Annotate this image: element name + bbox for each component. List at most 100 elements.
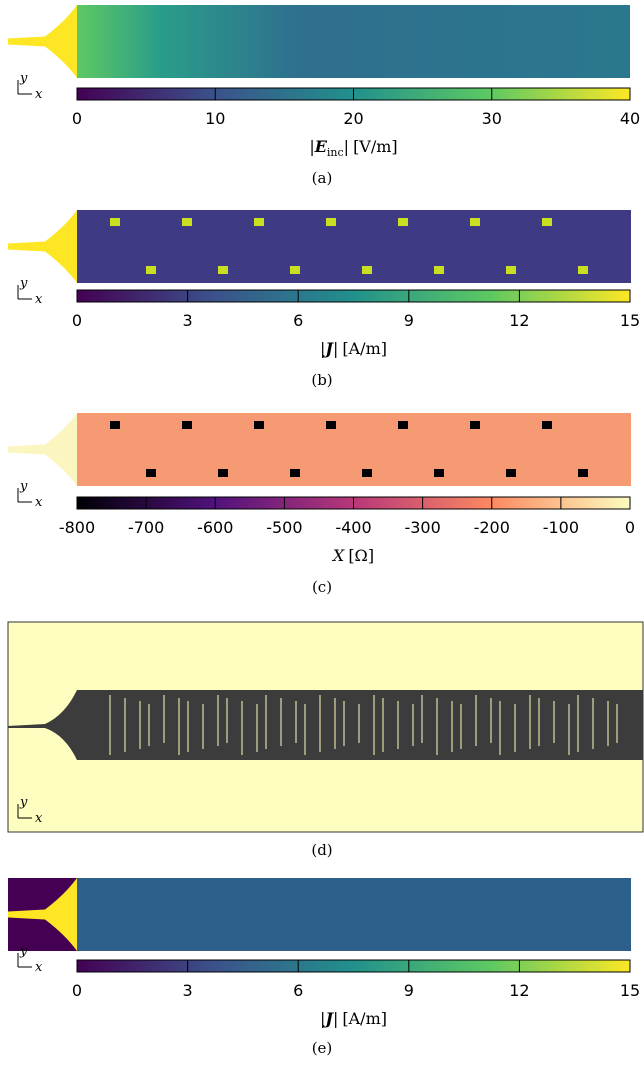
field-spot (326, 218, 336, 226)
label-symbol: J (322, 339, 334, 358)
field-spot (110, 421, 120, 429)
field-spot (470, 218, 480, 226)
label-unit: [V/m] (353, 137, 398, 156)
field-spot (182, 218, 192, 226)
field-spot (218, 469, 228, 477)
colorbar-tick-label: 3 (183, 311, 193, 330)
colorbar-tick-label: 20 (343, 109, 363, 128)
label-subscript: inc (327, 146, 344, 159)
field-spot (362, 266, 372, 274)
colorbar-tick-label: 6 (293, 981, 303, 1000)
field-spot (218, 266, 228, 274)
feed-taper (8, 210, 77, 283)
colorbar (76, 289, 631, 303)
field-spot (470, 421, 480, 429)
colorbar-tick-label: 10 (205, 109, 225, 128)
label-bar: | (320, 1009, 325, 1028)
axis-label: y (19, 944, 28, 959)
colorbar-tick-label: -200 (474, 518, 510, 537)
colorbar-tick-label: 12 (509, 981, 529, 1000)
axis-label: y (19, 71, 28, 86)
axis-label: x (35, 811, 43, 826)
field-spot (110, 218, 120, 226)
caption: (e) (312, 1039, 333, 1057)
label-bar: | (333, 339, 338, 358)
field-spot (254, 421, 264, 429)
colorbar-tick-label: -400 (335, 518, 371, 537)
axis-label: x (35, 292, 43, 307)
label-bar: | (333, 1009, 338, 1028)
field-spot (146, 266, 156, 274)
colorbar-tick-label: -700 (128, 518, 164, 537)
caption: (c) (312, 578, 332, 596)
colorbar-tick-label: 15 (620, 311, 640, 330)
field-spot (254, 218, 264, 226)
colorbar-tick-label: 0 (625, 518, 635, 537)
colorbar-tick-label: 3 (183, 981, 193, 1000)
colorbar-tick-label: -600 (197, 518, 233, 537)
axis-label: y (19, 795, 28, 810)
colorbar-tick-label: -800 (59, 518, 95, 537)
field-spot (578, 266, 588, 274)
colorbar-tick-label: 0 (72, 981, 82, 1000)
field-spot (290, 266, 300, 274)
axis-label: x (35, 87, 43, 102)
colorbar-label: |Einc| [V/m] (309, 137, 397, 159)
label-symbol: X (331, 546, 345, 565)
colorbar-tick-label: 9 (404, 981, 414, 1000)
axis-label: x (35, 960, 43, 975)
caption: (a) (312, 169, 333, 187)
label-bar: | (344, 137, 349, 156)
colorbar-label: X [Ω] (331, 546, 374, 565)
field-spot (326, 421, 336, 429)
colorbar-label: |J| [A/m] (320, 1009, 387, 1028)
field-spot (398, 421, 408, 429)
field-map (77, 210, 631, 283)
field-spot (578, 469, 588, 477)
feed-taper (8, 413, 77, 486)
field-spot (542, 421, 552, 429)
colorbar-tick-label: 6 (293, 311, 303, 330)
colorbar-label: |J| [A/m] (320, 339, 387, 358)
colorbar-tick-label: 0 (72, 311, 82, 330)
label-unit: [Ω] (348, 546, 374, 565)
colorbar-tick-label: -100 (543, 518, 579, 537)
axis-label: y (19, 479, 28, 494)
colorbar (76, 959, 631, 973)
field-spot (542, 218, 552, 226)
colorbar-tick-label: 40 (620, 109, 640, 128)
label-bar: | (320, 339, 325, 358)
field-spot (182, 421, 192, 429)
field-spot (434, 469, 444, 477)
field-spot (290, 469, 300, 477)
label-symbol: J (322, 1009, 334, 1028)
field-map (77, 413, 631, 486)
field-spot (146, 469, 156, 477)
axis-label: x (35, 495, 43, 510)
caption: (d) (311, 841, 332, 859)
feed-taper (8, 878, 77, 951)
field-spot (362, 469, 372, 477)
feed-taper (8, 690, 77, 760)
colorbar-tick-label: 12 (509, 311, 529, 330)
colorbar-tick-label: 30 (482, 109, 502, 128)
field-spot (434, 266, 444, 274)
axis-label: y (19, 276, 28, 291)
field-spot (398, 218, 408, 226)
colorbar-tick-label: 0 (72, 109, 82, 128)
label-bar: | (309, 137, 314, 156)
label-unit: [A/m] (342, 1009, 387, 1028)
field-spot (506, 469, 516, 477)
feed-taper (8, 5, 77, 78)
field-spot (506, 266, 516, 274)
colorbar-tick-label: -500 (266, 518, 302, 537)
colorbar-tick-label: -300 (404, 518, 440, 537)
caption: (b) (311, 371, 332, 389)
label-unit: [A/m] (342, 339, 387, 358)
label-symbol: E (314, 137, 328, 156)
metal-region (77, 690, 643, 760)
colorbar-tick-label: 15 (620, 981, 640, 1000)
field-map (77, 5, 630, 78)
colorbar-tick-label: 9 (404, 311, 414, 330)
